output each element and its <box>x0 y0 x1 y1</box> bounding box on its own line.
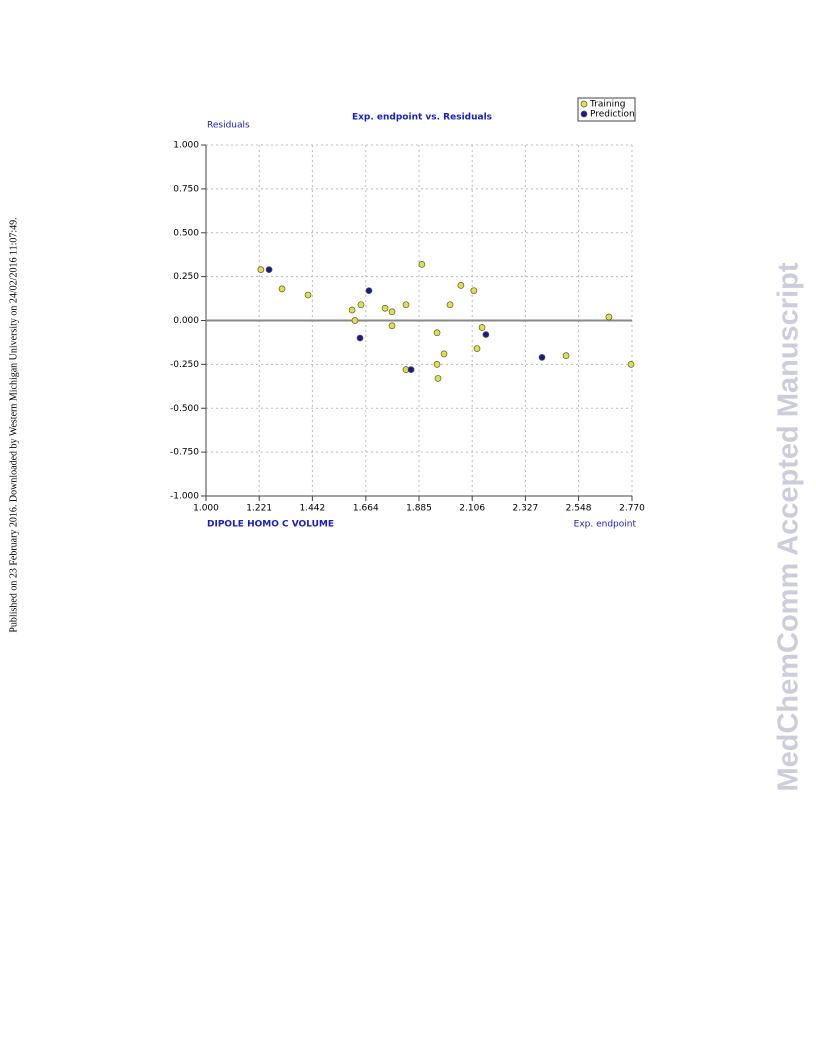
point <box>482 331 490 338</box>
x-tick-label: 1.885 <box>406 504 432 514</box>
y-tick-label: -0.250 <box>170 360 199 370</box>
legend-marker <box>580 100 588 108</box>
y-tick-label: 1.000 <box>173 141 199 151</box>
x-tick-label: 2.770 <box>619 504 645 514</box>
point <box>304 291 312 299</box>
point <box>348 306 356 314</box>
point <box>605 313 613 321</box>
annotation: DIPOLE HOMO C VOLUME <box>207 520 334 530</box>
x-tick-label: 1.442 <box>299 504 325 514</box>
point <box>365 287 373 295</box>
legend-label: Prediction <box>590 110 635 120</box>
x-axis-label: Exp. endpoint <box>574 520 637 530</box>
y-tick-label: 0.250 <box>173 272 199 282</box>
y-tick-label: -1.000 <box>170 492 199 502</box>
legend-box <box>577 97 636 122</box>
point <box>627 361 635 368</box>
point <box>407 366 415 373</box>
point <box>351 317 359 324</box>
x-tick-label: 2.327 <box>512 504 538 514</box>
point <box>381 304 389 312</box>
point <box>478 324 486 331</box>
point <box>473 345 481 352</box>
side-note: Published on 23 February 2016. Downloade… <box>8 217 19 632</box>
point <box>434 375 442 382</box>
chart-title: Exp. endpoint vs. Residuals <box>352 113 492 123</box>
point <box>433 329 441 337</box>
y-axis-label: Residuals <box>207 121 250 131</box>
x-tick-label: 1.221 <box>246 504 272 514</box>
point <box>357 301 365 309</box>
point <box>433 361 441 368</box>
x-tick-label: 2.548 <box>566 504 592 514</box>
point <box>440 350 448 358</box>
point <box>278 285 286 293</box>
point <box>388 308 396 316</box>
y-tick-label: 0.500 <box>173 228 199 238</box>
point <box>538 354 546 361</box>
point <box>470 287 478 295</box>
y-tick-label: -0.750 <box>170 448 199 458</box>
point <box>356 334 364 342</box>
y-tick-label: 0.000 <box>173 316 199 326</box>
point <box>265 266 273 273</box>
point <box>418 260 426 268</box>
watermark: MedChemComm Accepted Manuscript <box>773 262 805 791</box>
x-tick-label: 1.664 <box>353 504 379 514</box>
point <box>457 282 465 289</box>
legend-marker <box>580 110 588 118</box>
point <box>402 301 410 309</box>
y-tick-label: -0.500 <box>170 404 199 414</box>
y-tick-label: 0.750 <box>173 184 199 194</box>
legend-label: Training <box>589 100 626 110</box>
x-tick-label: 2.106 <box>459 504 485 514</box>
point <box>446 301 454 309</box>
point <box>562 352 570 359</box>
x-tick-label: 1.000 <box>193 504 219 514</box>
point <box>388 322 396 330</box>
point <box>257 266 265 273</box>
